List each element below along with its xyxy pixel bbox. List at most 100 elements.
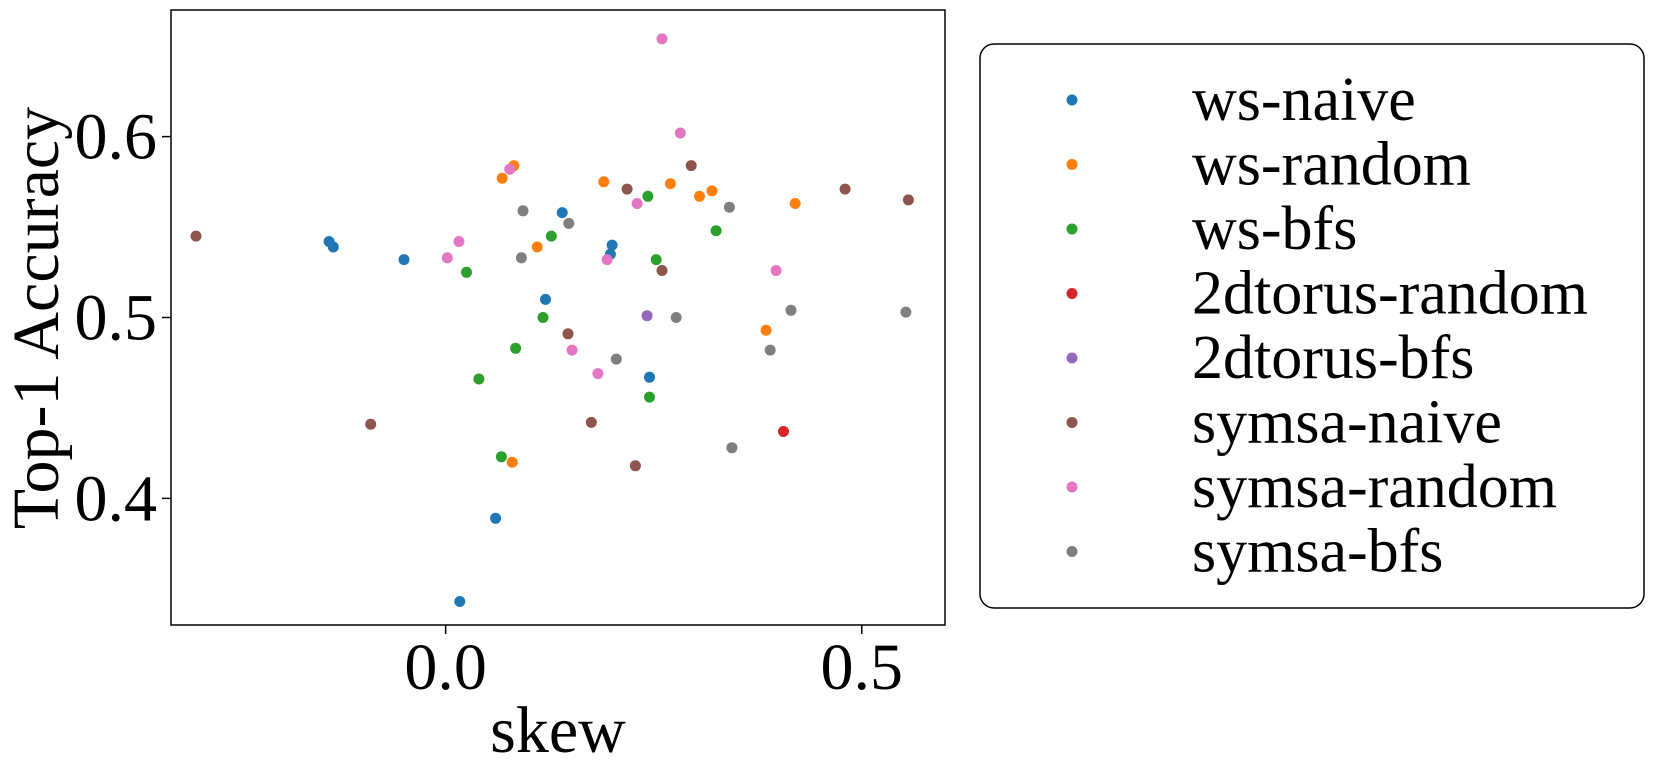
legend-item-symsa-bfs: symsa-bfs — [1066, 518, 1443, 586]
point-ws-naive-9 — [454, 596, 466, 607]
point-symsa-naive-6 — [562, 328, 574, 340]
point-ws-naive-2 — [398, 254, 410, 266]
point-symsa-bfs-5 — [900, 306, 912, 318]
series-2dtorus-bfs — [641, 310, 653, 322]
legend-label: 2dtorus-bfs — [1192, 324, 1474, 392]
point-ws-random-2 — [531, 241, 543, 253]
legend-item-symsa-naive: symsa-naive — [1066, 389, 1502, 457]
point-ws-bfs-5 — [537, 312, 549, 323]
legend-marker — [1066, 352, 1078, 364]
point-ws-bfs-4 — [461, 266, 472, 278]
point-ws-naive-1 — [327, 241, 339, 253]
point-symsa-random-3 — [631, 198, 643, 209]
x-tick-label: 0.0 — [404, 631, 487, 704]
point-symsa-random-9 — [592, 368, 604, 380]
series-ws-random — [496, 160, 801, 468]
x-axis-ticks: 0.0 0.5 — [404, 625, 903, 704]
series-ws-bfs — [461, 190, 722, 463]
data-points — [190, 33, 914, 607]
point-symsa-bfs-2 — [563, 217, 575, 229]
series-symsa-bfs — [515, 201, 912, 454]
point-symsa-naive-3 — [839, 183, 851, 195]
point-symsa-bfs-9 — [726, 442, 738, 454]
point-ws-naive-5 — [606, 239, 618, 251]
point-ws-naive-4 — [556, 207, 568, 219]
point-symsa-bfs-4 — [785, 304, 797, 316]
y-axis-label: Top-1 Accuracy — [0, 107, 73, 529]
point-ws-random-4 — [664, 178, 676, 190]
point-ws-random-5 — [694, 190, 705, 202]
legend: ws-naivews-randomws-bfs2dtorus-random2dt… — [1066, 66, 1588, 586]
legend-box — [979, 43, 1645, 609]
point-ws-random-3 — [598, 176, 610, 188]
point-symsa-naive-2 — [685, 160, 697, 172]
point-ws-bfs-9 — [495, 451, 507, 463]
point-ws-bfs-0 — [642, 190, 654, 202]
point-symsa-bfs-6 — [670, 312, 682, 323]
point-ws-random-6 — [706, 185, 718, 197]
point-symsa-naive-7 — [365, 418, 377, 430]
legend-marker — [1066, 223, 1078, 235]
point-symsa-naive-4 — [902, 194, 914, 206]
series-2dtorus-random — [778, 426, 789, 437]
point-ws-naive-7 — [644, 371, 655, 383]
point-ws-random-8 — [760, 324, 772, 336]
plot-area-frame — [170, 9, 946, 626]
point-symsa-naive-0 — [190, 230, 202, 242]
point-ws-bfs-6 — [510, 342, 522, 354]
point-symsa-bfs-3 — [515, 252, 527, 264]
point-symsa-bfs-0 — [723, 201, 735, 213]
point-ws-naive-8 — [490, 512, 502, 524]
legend-label: 2dtorus-random — [1192, 260, 1588, 328]
legend-label: ws-random — [1192, 131, 1471, 199]
point-ws-bfs-1 — [710, 225, 722, 237]
x-axis-label: skew — [490, 694, 626, 767]
point-symsa-naive-5 — [656, 265, 668, 276]
point-symsa-bfs-7 — [764, 344, 776, 356]
point-symsa-bfs-8 — [610, 353, 622, 365]
legend-marker — [1066, 417, 1078, 428]
legend-item-symsa-random: symsa-random — [1066, 453, 1557, 521]
point-ws-random-0 — [496, 172, 508, 184]
legend-marker — [1066, 159, 1078, 170]
point-symsa-random-0 — [656, 33, 668, 45]
series-symsa-random — [441, 33, 782, 380]
point-symsa-random-4 — [453, 236, 465, 247]
point-symsa-random-7 — [770, 265, 782, 276]
point-2dtorus-bfs-0 — [641, 310, 653, 322]
y-tick-label: 0.4 — [75, 462, 158, 535]
point-ws-bfs-8 — [644, 391, 655, 403]
y-tick-label: 0.5 — [75, 282, 158, 355]
x-tick-label: 0.5 — [821, 631, 904, 704]
point-symsa-random-2 — [504, 163, 516, 175]
legend-marker — [1066, 94, 1078, 106]
legend-item-ws-naive: ws-naive — [1066, 66, 1416, 134]
point-symsa-naive-8 — [585, 416, 597, 428]
series-ws-naive — [323, 207, 655, 607]
legend-label: ws-bfs — [1192, 195, 1357, 263]
series-symsa-naive — [190, 160, 914, 472]
y-tick-label: 0.6 — [75, 101, 158, 174]
point-ws-random-7 — [789, 198, 801, 209]
legend-marker — [1066, 288, 1078, 299]
point-symsa-random-5 — [441, 252, 453, 264]
legend-label: ws-naive — [1192, 66, 1416, 134]
point-symsa-random-6 — [601, 254, 613, 266]
legend-marker — [1066, 546, 1078, 557]
point-symsa-bfs-1 — [517, 205, 529, 217]
point-symsa-naive-1 — [621, 183, 633, 195]
point-ws-bfs-2 — [545, 230, 557, 242]
point-ws-random-9 — [506, 456, 518, 468]
legend-label: symsa-naive — [1192, 389, 1502, 457]
legend-item-2dtorus-bfs: 2dtorus-bfs — [1066, 324, 1474, 392]
legend-item-2dtorus-random: 2dtorus-random — [1066, 260, 1588, 328]
legend-label: symsa-random — [1192, 453, 1557, 521]
point-ws-bfs-7 — [473, 373, 485, 385]
point-ws-bfs-3 — [650, 254, 662, 266]
legend-item-ws-random: ws-random — [1066, 131, 1471, 199]
point-symsa-random-8 — [566, 344, 578, 356]
legend-item-ws-bfs: ws-bfs — [1066, 195, 1357, 263]
point-2dtorus-random-0 — [778, 426, 789, 437]
point-ws-naive-3 — [540, 293, 551, 305]
